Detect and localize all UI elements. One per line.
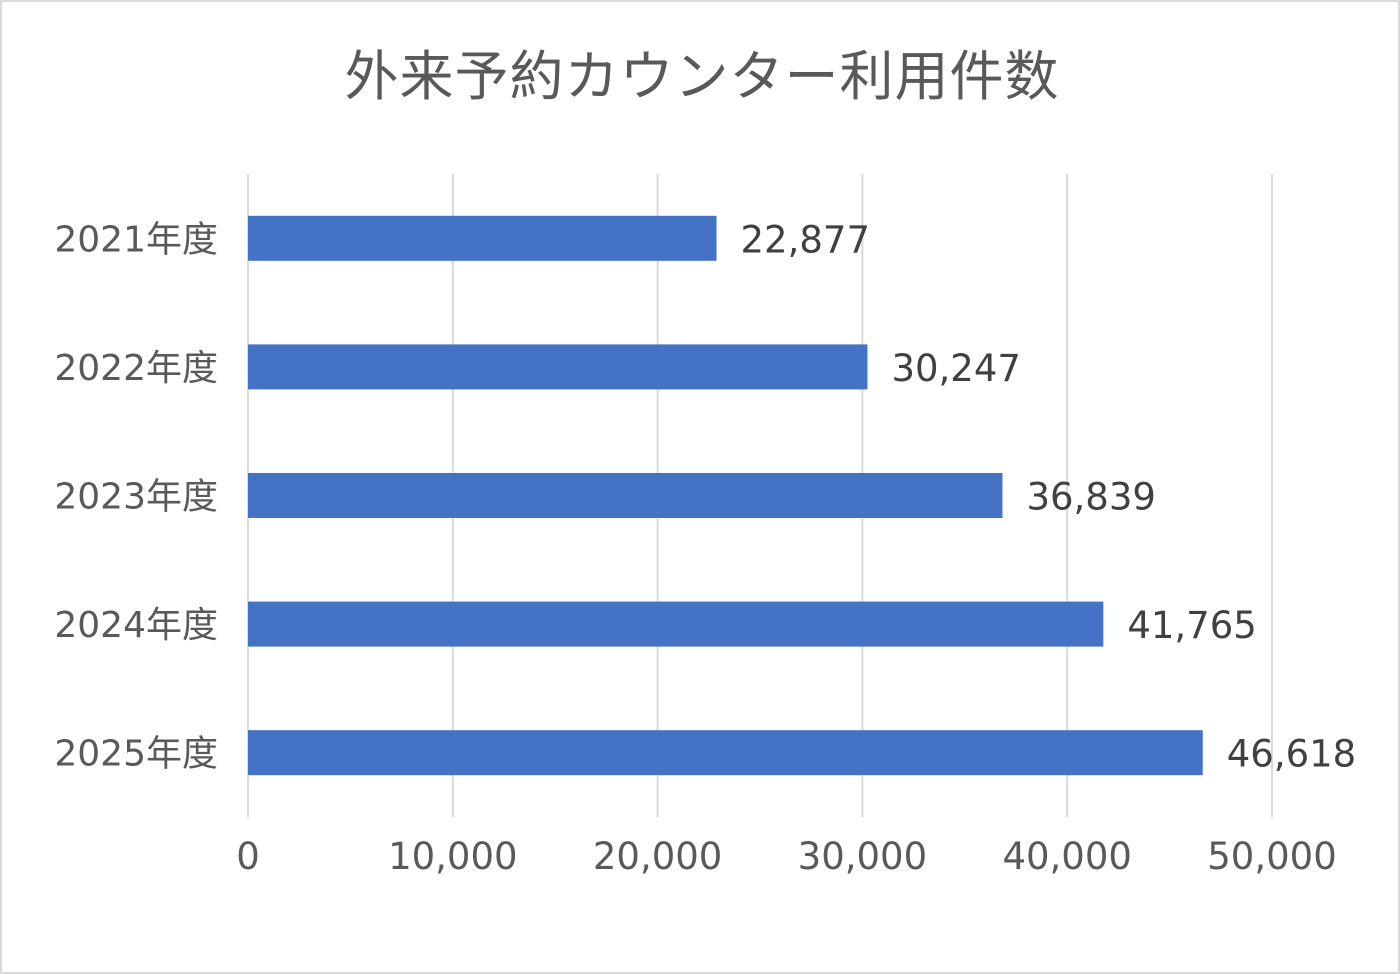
bar-2023年度 bbox=[248, 473, 1003, 518]
data-label-3: 41,765 bbox=[1127, 604, 1256, 647]
bar-2025年度 bbox=[248, 730, 1203, 776]
x-tick-label-5: 50,000 bbox=[1207, 835, 1336, 878]
x-tick-label-3: 30,000 bbox=[798, 835, 927, 878]
x-tick-label-1: 10,000 bbox=[388, 835, 517, 878]
data-label-2: 36,839 bbox=[1026, 476, 1155, 519]
category-label-2: 2023年度 bbox=[54, 477, 218, 518]
category-label-1: 2022年度 bbox=[54, 348, 218, 389]
labels: 0 10,000 20,000 30,000 40,000 50,000 2021年度 22,… bbox=[54, 218, 1356, 878]
x-tick-label-0: 0 bbox=[236, 835, 260, 878]
data-label-4: 46,618 bbox=[1227, 733, 1356, 776]
data-label-1: 30,247 bbox=[891, 347, 1020, 390]
bar-2021年度 bbox=[248, 215, 717, 261]
bar-2022年度 bbox=[248, 344, 868, 390]
category-label-3: 2024年度 bbox=[54, 605, 218, 646]
x-tick-label-4: 40,000 bbox=[1002, 835, 1131, 878]
chart-title: 外来予約カウンター利用件数 bbox=[344, 45, 1060, 108]
category-label-0: 2021年度 bbox=[54, 219, 218, 260]
bar-2024年度 bbox=[248, 601, 1104, 647]
bars bbox=[248, 215, 1203, 776]
data-label-0: 22,877 bbox=[741, 218, 870, 261]
x-tick-label-2: 20,000 bbox=[593, 835, 722, 878]
category-label-4: 2025年度 bbox=[54, 734, 218, 775]
